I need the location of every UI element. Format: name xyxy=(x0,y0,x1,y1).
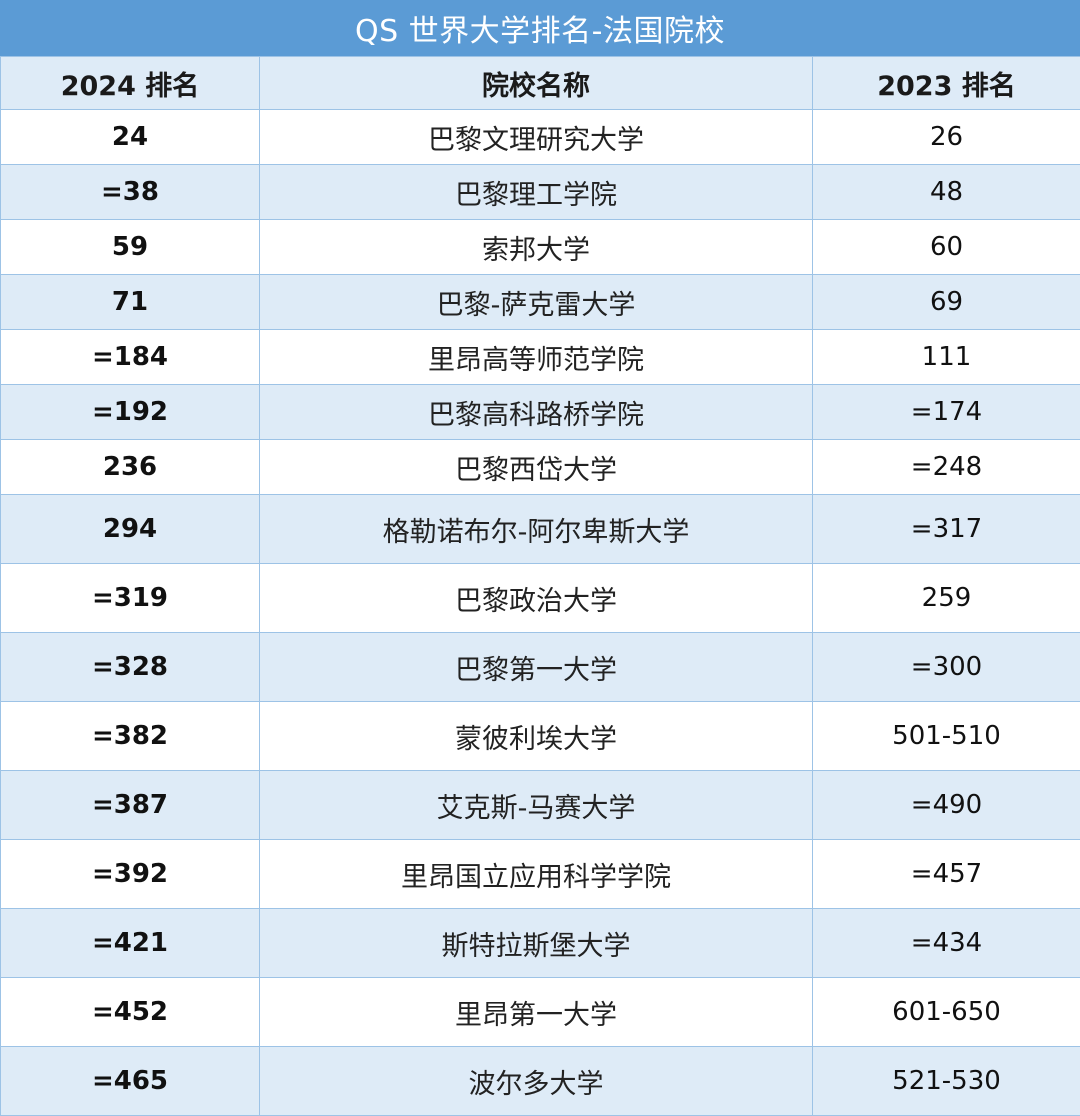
header-rank-2024: 2024 排名 xyxy=(1,57,260,110)
school-name-cell: 巴黎高科路桥学院 xyxy=(260,385,813,440)
school-name-cell: 艾克斯-马赛大学 xyxy=(260,771,813,840)
rank-2023-cell: =317 xyxy=(813,495,1080,564)
rank-2024-cell: 24 xyxy=(1,110,260,165)
rank-2024-cell: =38 xyxy=(1,165,260,220)
school-name-cell: 巴黎政治大学 xyxy=(260,564,813,633)
rank-2024-cell: =387 xyxy=(1,771,260,840)
header-rank-2023: 2023 排名 xyxy=(813,57,1080,110)
rank-2023-cell: =457 xyxy=(813,840,1080,909)
school-name-cell: 蒙彼利埃大学 xyxy=(260,702,813,771)
header-school-name: 院校名称 xyxy=(260,57,813,110)
rank-2024-cell: =465 xyxy=(1,1047,260,1116)
school-name-cell: 巴黎理工学院 xyxy=(260,165,813,220)
rank-2023-cell: 111 xyxy=(813,330,1080,385)
rank-2023-cell: 26 xyxy=(813,110,1080,165)
rank-2024-cell: =184 xyxy=(1,330,260,385)
rank-2023-cell: 601-650 xyxy=(813,978,1080,1047)
rank-2024-cell: =421 xyxy=(1,909,260,978)
rank-2024-cell: =192 xyxy=(1,385,260,440)
rank-2023-cell: 69 xyxy=(813,275,1080,330)
rank-2023-cell: 501-510 xyxy=(813,702,1080,771)
table-title: QS 世界大学排名-法国院校 xyxy=(0,0,1080,56)
table-header: 2024 排名 院校名称 2023 排名 xyxy=(1,57,1080,110)
school-name-cell: 索邦大学 xyxy=(260,220,813,275)
school-name-cell: 巴黎第一大学 xyxy=(260,633,813,702)
rank-2023-cell: =434 xyxy=(813,909,1080,978)
rank-2024-cell: 294 xyxy=(1,495,260,564)
school-name-cell: 巴黎西岱大学 xyxy=(260,440,813,495)
school-name-cell: 巴黎-萨克雷大学 xyxy=(260,275,813,330)
rank-2023-cell: =490 xyxy=(813,771,1080,840)
rank-2023-cell: 259 xyxy=(813,564,1080,633)
rank-2024-cell: 71 xyxy=(1,275,260,330)
rank-2023-cell: =248 xyxy=(813,440,1080,495)
rank-2024-cell: 236 xyxy=(1,440,260,495)
rank-2024-cell: =328 xyxy=(1,633,260,702)
rank-2023-cell: =300 xyxy=(813,633,1080,702)
school-name-cell: 里昂高等师范学院 xyxy=(260,330,813,385)
school-name-cell: 里昂第一大学 xyxy=(260,978,813,1047)
rank-2024-cell: =452 xyxy=(1,978,260,1047)
school-name-cell: 巴黎文理研究大学 xyxy=(260,110,813,165)
school-name-cell: 里昂国立应用科学学院 xyxy=(260,840,813,909)
school-name-cell: 斯特拉斯堡大学 xyxy=(260,909,813,978)
rank-2023-cell: =174 xyxy=(813,385,1080,440)
rank-2024-cell: 59 xyxy=(1,220,260,275)
school-name-cell: 格勒诺布尔-阿尔卑斯大学 xyxy=(260,495,813,564)
rank-2024-cell: =319 xyxy=(1,564,260,633)
rank-2024-cell: =382 xyxy=(1,702,260,771)
rank-2023-cell: 48 xyxy=(813,165,1080,220)
school-name-cell: 波尔多大学 xyxy=(260,1047,813,1116)
rank-2023-cell: 521-530 xyxy=(813,1047,1080,1116)
rank-2024-cell: =392 xyxy=(1,840,260,909)
header-row: 2024 排名 院校名称 2023 排名 xyxy=(1,57,1080,110)
rank-2023-cell: 60 xyxy=(813,220,1080,275)
